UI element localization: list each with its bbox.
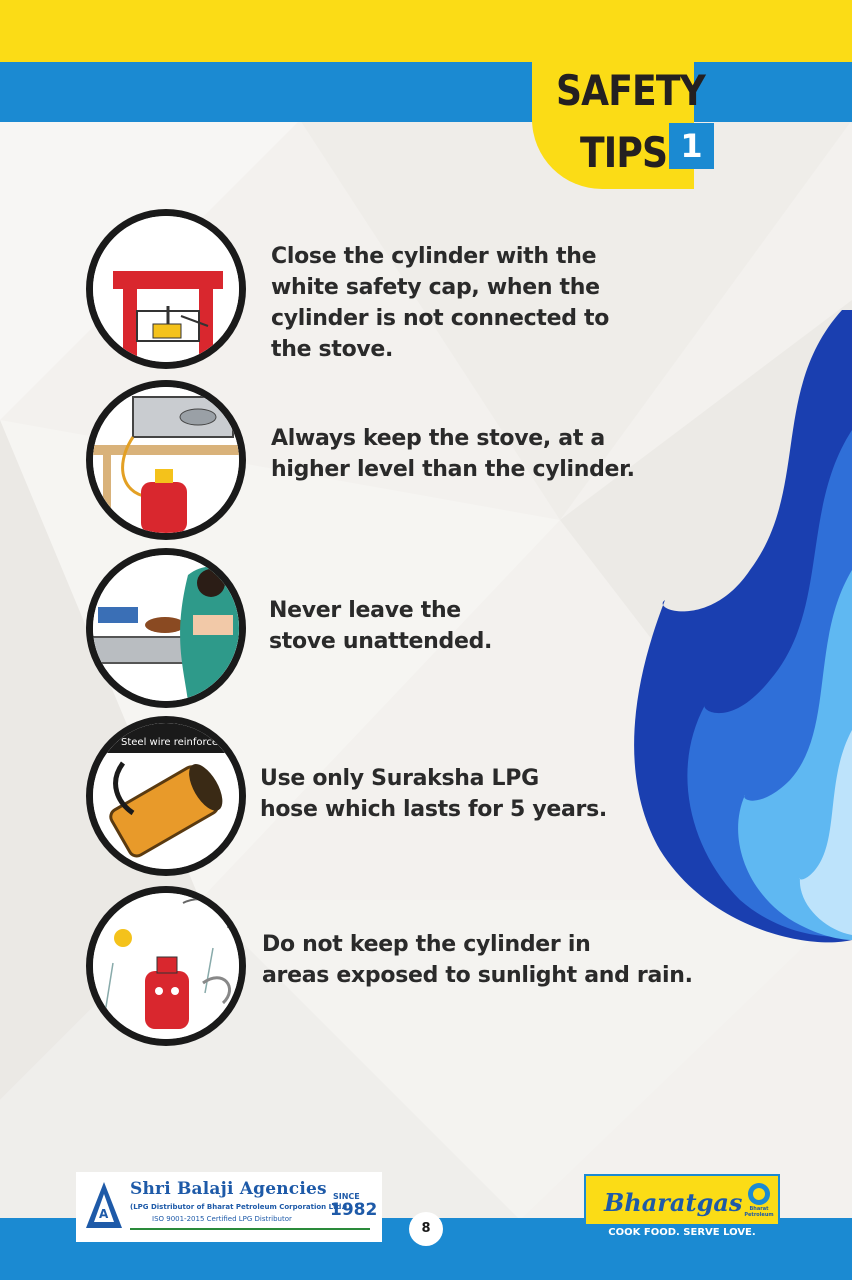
page-title-number: 1 [669, 123, 714, 169]
tip-4-image: Steel wire reinforced [86, 716, 246, 876]
stove-cylinder-illustration [93, 387, 239, 533]
svg-text:A: A [99, 1207, 109, 1221]
agency-divider [130, 1228, 370, 1230]
agency-since-label: SINCE [333, 1192, 360, 1201]
tip-1-image [86, 209, 246, 369]
brand-name: Bharatgas [604, 1188, 743, 1217]
agency-iso: ISO 9001-2015 Certified LPG Distributor [152, 1215, 292, 1223]
bharat-petroleum-logo-icon [748, 1183, 770, 1205]
tip-4-text: Use only Suraksha LPG hose which lasts f… [260, 766, 607, 822]
page-title-line1: SAFETY [556, 66, 706, 115]
brand-tagline: COOK FOOD. SERVE LOVE. [586, 1224, 778, 1242]
tip-1-text: Close the cylinder with the white safety… [271, 244, 610, 362]
unattended-stove-illustration [93, 555, 239, 701]
agency-since-year: 1982 [330, 1200, 378, 1220]
page-number: 8 [409, 1212, 443, 1246]
tip-3-text: Never leave the stove unattended. [269, 598, 493, 654]
agency-emblem-icon: A [86, 1182, 122, 1228]
hose-caption: Steel wire reinforced [121, 737, 224, 748]
tip-2-image [86, 380, 246, 540]
title-tab [532, 55, 694, 189]
bharat-petroleum-text: Bharat Petroleum [744, 1206, 774, 1218]
sun-rain-cylinder-illustration [93, 893, 239, 1039]
tip-5-text: Do not keep the cylinder in areas expose… [262, 932, 693, 988]
flame-illustration [634, 310, 852, 943]
tip-2-text: Always keep the stove, at a higher level… [271, 426, 635, 482]
page-title-line2: TIPS [580, 128, 668, 177]
hose-illustration: Steel wire reinforced [93, 723, 239, 869]
tip-5-image [86, 886, 246, 1046]
header-yellow-band [0, 0, 852, 62]
bharatgas-logo-box: Bharatgas Bharat Petroleum COOK FOOD. SE… [584, 1174, 780, 1244]
cylinder-cap-illustration [93, 216, 239, 362]
agency-name: Shri Balaji Agencies [130, 1179, 327, 1199]
header-blue-band [0, 62, 852, 122]
agency-logo-box: A Shri Balaji Agencies (LPG Distributor … [76, 1172, 382, 1242]
agency-subtitle: (LPG Distributor of Bharat Petroleum Cor… [130, 1203, 348, 1211]
tip-3-image [86, 548, 246, 708]
